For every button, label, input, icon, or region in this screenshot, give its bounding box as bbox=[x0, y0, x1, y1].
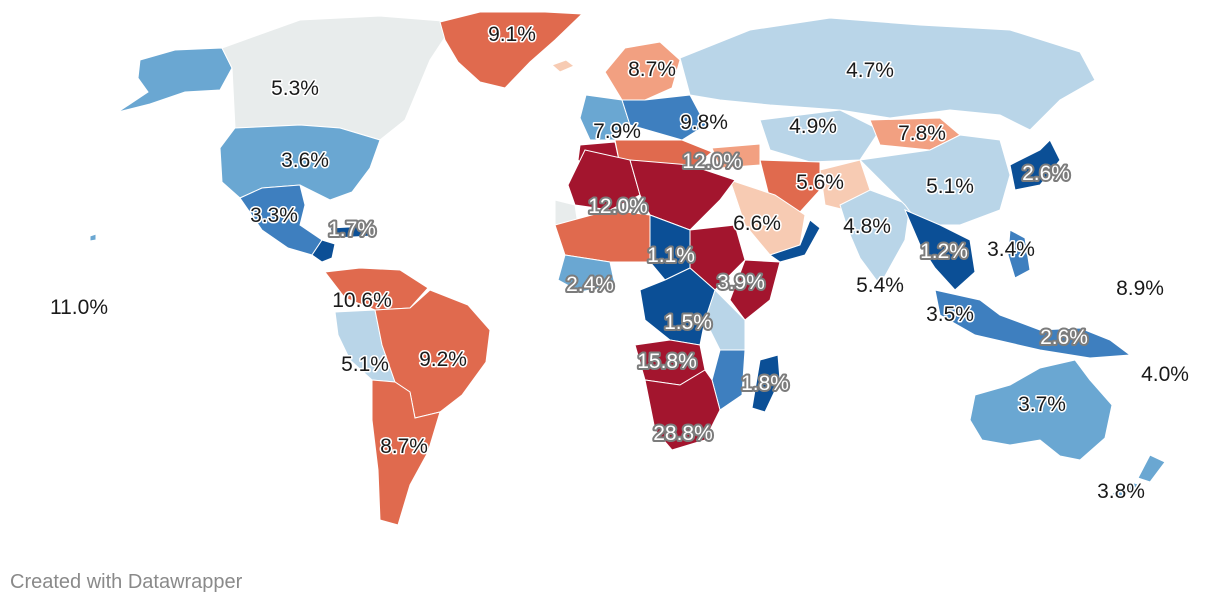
value-label-china: 5.1% bbox=[926, 175, 974, 198]
value-label-arabia: 6.6% bbox=[733, 212, 781, 235]
value-label-fiji: 4.0% bbox=[1141, 363, 1189, 386]
region-indonesia[interactable] bbox=[934, 289, 1132, 359]
region-china[interactable] bbox=[858, 134, 1011, 226]
value-label-india: 4.8% bbox=[843, 215, 891, 238]
region-mozambique[interactable] bbox=[711, 349, 746, 411]
region-central-africa[interactable] bbox=[639, 267, 716, 346]
region-southeast-asia[interactable] bbox=[904, 209, 976, 291]
value-label-japan: 2.6% bbox=[1022, 162, 1070, 185]
region-india[interactable] bbox=[839, 189, 911, 286]
value-label-australia: 3.7% bbox=[1018, 393, 1066, 416]
value-label-madagascar: 1.8% bbox=[741, 372, 789, 395]
world-choropleth-map: 9.1% 8.7% 4.7% 5.3% 9.8% 7.9% 4.9% 7.8% … bbox=[49, 11, 1191, 526]
region-russia[interactable] bbox=[679, 17, 1096, 131]
value-label-northern-south-america: 10.6% bbox=[332, 289, 392, 312]
value-label-mexico: 3.3% bbox=[250, 204, 298, 227]
region-central-america[interactable] bbox=[311, 239, 336, 263]
region-alaska[interactable] bbox=[117, 47, 233, 113]
region-southern-africa[interactable] bbox=[644, 369, 721, 451]
region-southern-cone[interactable] bbox=[371, 379, 441, 526]
value-label-hawaii: 11.0% bbox=[50, 296, 108, 319]
region-turkey[interactable] bbox=[711, 143, 761, 169]
datawrapper-credit[interactable]: Created with Datawrapper bbox=[10, 571, 243, 593]
region-caribbean[interactable] bbox=[329, 225, 373, 239]
value-label-eastern-europe: 9.8% bbox=[680, 111, 728, 134]
value-label-scandinavia: 8.7% bbox=[628, 58, 676, 81]
region-canada[interactable] bbox=[221, 15, 456, 141]
value-label-russia: 4.7% bbox=[846, 59, 894, 82]
region-madagascar[interactable] bbox=[751, 354, 781, 413]
value-label-southeast-asia: 1.2% bbox=[920, 240, 968, 263]
value-label-middle-east: 5.6% bbox=[796, 171, 844, 194]
value-label-united-states: 3.6% bbox=[281, 149, 329, 172]
region-north-africa[interactable] bbox=[629, 159, 736, 231]
value-label-indonesia: 2.6% bbox=[1040, 326, 1088, 349]
value-label-southern-europe: 12.0% bbox=[682, 150, 742, 173]
value-label-southern-africa: 28.8% bbox=[653, 422, 713, 445]
value-label-sri-lanka: 5.4% bbox=[856, 274, 904, 297]
region-mexico[interactable] bbox=[239, 184, 323, 256]
value-label-central-asia: 4.9% bbox=[789, 115, 837, 138]
value-label-central-africa: 1.5% bbox=[664, 311, 712, 334]
value-label-north-africa: 12.0% bbox=[588, 195, 648, 218]
country-regions bbox=[89, 11, 1166, 526]
value-label-papua-new-guinea: 8.9% bbox=[1116, 277, 1164, 300]
value-label-greenland: 9.1% bbox=[488, 23, 536, 46]
region-philippines[interactable] bbox=[1007, 229, 1031, 279]
region-horn-of-africa[interactable] bbox=[729, 259, 781, 321]
region-sudan[interactable] bbox=[689, 224, 746, 291]
value-label-western-europe: 7.9% bbox=[593, 120, 641, 143]
value-label-philippines: 3.4% bbox=[987, 238, 1035, 261]
value-label-brazil: 9.2% bbox=[419, 348, 467, 371]
value-label-angola: 15.8% bbox=[637, 350, 697, 373]
region-iceland[interactable] bbox=[551, 59, 575, 73]
value-label-new-zealand: 3.8% bbox=[1097, 480, 1145, 503]
value-label-malaysia: 3.5% bbox=[926, 303, 974, 326]
region-greenland[interactable] bbox=[439, 11, 584, 89]
value-label-peru: 5.1% bbox=[341, 353, 389, 376]
region-korea-japan[interactable] bbox=[1009, 139, 1061, 191]
region-australia[interactable] bbox=[969, 359, 1113, 461]
value-label-east-africa: 3.9% bbox=[717, 271, 765, 294]
value-label-canada: 5.3% bbox=[271, 77, 319, 100]
region-united-states[interactable] bbox=[219, 124, 381, 201]
region-new-zealand[interactable] bbox=[1111, 454, 1166, 499]
value-label-chad: 1.1% bbox=[647, 244, 695, 267]
region-central-europe[interactable] bbox=[621, 94, 707, 141]
region-northern-south-america[interactable] bbox=[324, 267, 429, 311]
value-label-southern-cone: 8.7% bbox=[380, 435, 428, 458]
value-label-mongolia: 7.8% bbox=[898, 122, 946, 145]
value-label-west-africa: 2.4% bbox=[566, 273, 614, 296]
value-labels: 9.1% 8.7% 4.7% 5.3% 9.8% 7.9% 4.9% 7.8% … bbox=[49, 22, 1191, 505]
region-west-coast-africa[interactable] bbox=[557, 254, 616, 293]
value-label-caribbean: 1.7% bbox=[328, 218, 376, 241]
region-pacific-islands[interactable] bbox=[89, 233, 97, 242]
